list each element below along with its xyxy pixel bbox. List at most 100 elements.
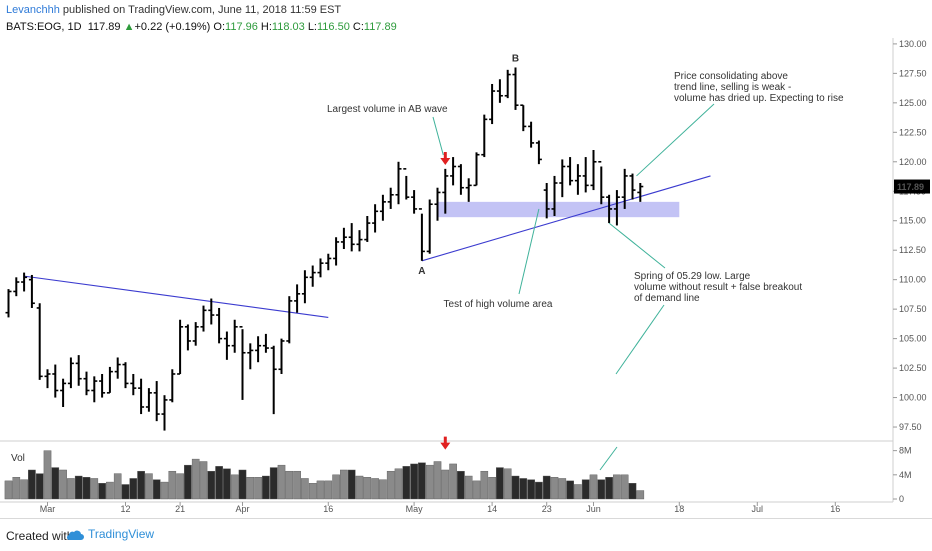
ohlc-bar xyxy=(520,104,527,132)
volume-tick-label: 4M xyxy=(899,470,912,480)
author-link[interactable]: Levanchhh xyxy=(6,4,60,16)
wave-label: B xyxy=(512,53,519,64)
low-value: 116.50 xyxy=(317,21,350,33)
time-tick-label: Jun xyxy=(586,504,601,514)
ohlc-bar xyxy=(177,319,184,375)
time-tick-label: Jul xyxy=(752,504,764,514)
price-tick-label: 97.50 xyxy=(899,422,922,432)
volume-bar xyxy=(199,461,208,500)
time-tick-label: May xyxy=(406,504,424,514)
ohlc-bar xyxy=(13,277,20,297)
ohlc-bar xyxy=(629,173,636,200)
volume-bar xyxy=(98,483,106,500)
ohlc-bar xyxy=(387,187,394,209)
volume-bar xyxy=(441,469,450,500)
volume-bar xyxy=(246,477,255,500)
ohlc-bar xyxy=(216,307,223,344)
time-tick-label: 14 xyxy=(487,504,497,514)
volume-bar xyxy=(293,470,301,500)
ohlc-bar xyxy=(465,178,472,202)
ohlc-bar xyxy=(231,319,238,353)
ohlc-bar xyxy=(67,357,74,389)
volume-bar xyxy=(43,450,52,500)
ohlc-bar xyxy=(130,373,137,396)
ohlc-bar xyxy=(255,336,262,363)
ohlc-bar xyxy=(613,190,620,226)
ohlc-bar xyxy=(333,237,340,266)
ohlc-bar xyxy=(574,164,581,195)
ohlc-bar xyxy=(637,183,644,202)
volume-bar xyxy=(542,475,551,500)
descending-trendline xyxy=(24,275,329,318)
ohlc-bar xyxy=(340,227,347,250)
ohlc-bar xyxy=(44,369,51,389)
volume-bar xyxy=(191,458,200,500)
ohlc-bar xyxy=(426,199,433,254)
volume-bar xyxy=(82,477,91,500)
price-tick-label: 112.50 xyxy=(899,245,926,255)
volume-bar xyxy=(503,468,512,500)
volume-bar xyxy=(20,479,28,500)
volume-label: Vol xyxy=(11,453,25,464)
volume-bar xyxy=(355,475,364,500)
price-tick-label: 120.00 xyxy=(899,157,927,167)
ohlc-bar xyxy=(395,161,402,205)
up-arrow-icon: ▲ xyxy=(123,21,135,33)
ohlc-bar xyxy=(286,296,293,344)
volume-bar xyxy=(145,473,153,500)
volume-bar xyxy=(215,466,223,500)
price-tick-label: 125.00 xyxy=(899,98,927,108)
ohlc-bar xyxy=(473,152,480,187)
tradingview-brand: TradingView xyxy=(88,527,155,541)
ohlc-bar xyxy=(60,378,67,407)
ohlc-bar xyxy=(192,322,199,346)
ohlc-bar xyxy=(543,183,550,219)
time-tick-label: Apr xyxy=(235,504,249,514)
volume-bar xyxy=(152,479,161,500)
ohlc-bar xyxy=(122,362,129,389)
ohlc-bar xyxy=(239,326,246,400)
volume-bar xyxy=(464,475,473,500)
publish-info: published on TradingView.com, June 11, 2… xyxy=(62,4,342,16)
annotation-text: Largest volume in AB wave xyxy=(327,104,448,115)
ohlc-bar xyxy=(184,324,191,351)
ohlc-bar xyxy=(270,345,277,415)
volume-bar xyxy=(581,479,590,500)
time-tick-label: 18 xyxy=(674,504,684,514)
annotation-text: Test of high volume area xyxy=(444,299,553,310)
annotation-leader xyxy=(608,222,666,269)
high-value: 118.03 xyxy=(271,21,305,33)
ohlc-bar xyxy=(91,376,98,403)
ohlc-bar xyxy=(496,79,503,103)
wave-label: A xyxy=(418,266,425,277)
volume-bar xyxy=(574,484,582,500)
volume-bar xyxy=(527,479,535,500)
symbol-label[interactable]: BATS:EOG, 1D xyxy=(6,21,82,33)
close-value: 117.89 xyxy=(363,21,397,33)
volume-bar xyxy=(379,479,387,500)
chart-header-ohlc: BATS:EOG, 1D 117.89 ▲+0.22 (+0.19%) O:11… xyxy=(6,21,397,33)
volume-bar xyxy=(59,469,67,500)
price-change: +0.22 (+0.19%) xyxy=(134,21,211,33)
price-tick-label: 110.00 xyxy=(899,275,926,285)
volume-bar xyxy=(449,463,457,500)
tradingview-logo-link[interactable]: TradingView xyxy=(66,527,154,541)
ohlc-bar xyxy=(145,388,152,412)
volume-bar xyxy=(160,481,169,500)
ohlc-bar xyxy=(223,331,230,360)
chart-header-publisher: Levanchhh published on TradingView.com, … xyxy=(6,4,341,16)
price-chart[interactable]: 97.50 100.00 102.50 105.00 107.50 110.00 112.5… xyxy=(0,0,932,518)
ohlc-bar xyxy=(99,373,106,398)
volume-bar xyxy=(28,469,36,500)
volume-bar xyxy=(363,477,372,500)
ohlc-bar xyxy=(512,67,519,110)
ohlc-bar xyxy=(200,305,207,332)
volume-bar xyxy=(184,464,192,500)
volume-bar xyxy=(457,470,465,500)
ohlc-bar xyxy=(551,175,558,217)
volume-bar xyxy=(332,474,340,500)
ohlc-bar xyxy=(442,168,449,214)
volume-bar xyxy=(35,473,44,500)
last-price-tag-label: 117.89 xyxy=(897,182,924,192)
price-tick-label: 115.00 xyxy=(899,216,926,226)
